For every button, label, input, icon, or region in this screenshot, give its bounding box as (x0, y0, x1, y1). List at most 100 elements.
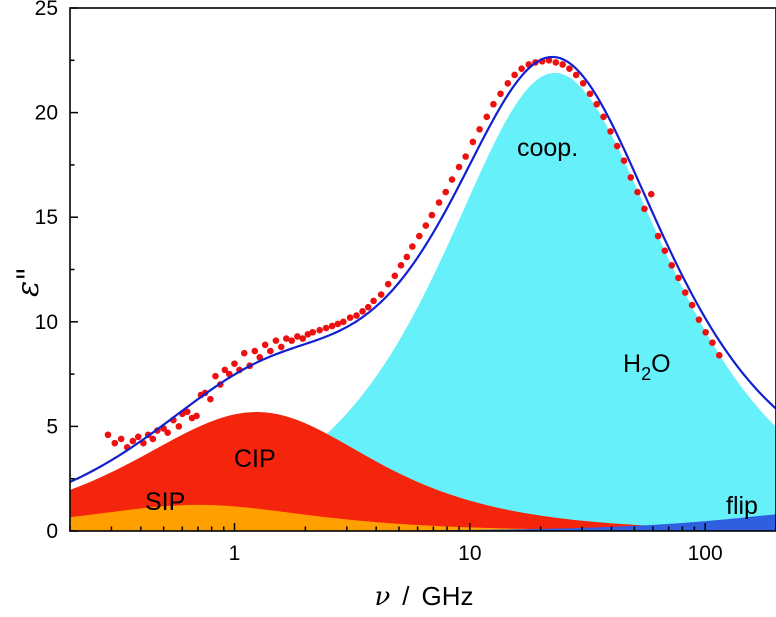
cip-area (70, 412, 776, 531)
data-point (212, 372, 219, 380)
data-point (416, 232, 423, 240)
h2o-label-o: O (651, 350, 670, 378)
data-point (681, 289, 689, 296)
data-point (282, 335, 290, 342)
data-point (661, 247, 669, 254)
data-point (397, 262, 405, 269)
data-point (593, 100, 600, 108)
data-points (104, 57, 723, 451)
data-point (129, 437, 137, 445)
data-point (277, 343, 285, 351)
data-point (117, 435, 125, 443)
data-point (164, 429, 171, 436)
data-point (586, 90, 594, 98)
data-point (353, 312, 360, 319)
data-point (709, 339, 716, 347)
data-point (428, 211, 436, 219)
x-axis-label: ν / GHz (374, 581, 473, 612)
data-point (442, 188, 450, 196)
data-point (552, 59, 560, 66)
data-point (579, 80, 587, 87)
x-tick-label: 100 (688, 542, 723, 565)
data-point (134, 433, 142, 441)
sip-area (70, 504, 776, 531)
data-point (654, 232, 662, 240)
h2o-label-sub: 2 (641, 364, 651, 384)
data-point (675, 274, 682, 282)
h2o-label-h: H (623, 350, 641, 378)
flip-label: flip (726, 492, 758, 520)
data-point (175, 423, 183, 430)
y-tick-label: 0 (46, 520, 58, 543)
x-axis-sep: / (402, 581, 410, 611)
data-point (613, 142, 621, 150)
data-point (364, 303, 372, 311)
data-point (391, 272, 399, 280)
data-point (288, 337, 295, 344)
data-point (359, 308, 366, 315)
data-point (104, 431, 112, 439)
x-axis-symbol: ν (374, 582, 390, 612)
data-point (346, 314, 354, 321)
data-point (294, 333, 301, 340)
data-point (518, 65, 525, 72)
data-point (490, 100, 497, 108)
data-point (511, 71, 518, 79)
y-tick-label: 10 (35, 311, 58, 334)
data-point (435, 199, 443, 206)
data-point (207, 395, 214, 403)
x-axis-ticks: 1 10 100 (69, 523, 776, 565)
data-point (497, 90, 504, 98)
data-point (455, 163, 463, 171)
sip-label: SIP (145, 488, 185, 516)
data-point (256, 354, 264, 361)
data-point (566, 65, 573, 72)
data-point (221, 366, 229, 374)
data-point (462, 153, 469, 160)
data-point (231, 360, 238, 367)
data-point (267, 347, 274, 355)
fit-curve (70, 55, 776, 483)
y-axis-ticks: 0 5 10 15 20 25 (35, 0, 78, 543)
data-point (251, 347, 259, 355)
x-tick-label: 10 (458, 542, 481, 565)
data-point (545, 57, 553, 64)
data-point (384, 280, 392, 288)
data-point (409, 243, 416, 250)
data-point (183, 408, 191, 416)
data-point (627, 174, 635, 181)
cip-label: CIP (234, 445, 276, 473)
data-point (328, 322, 336, 330)
y-axis-label: ε" (11, 267, 46, 297)
data-point (695, 316, 703, 324)
data-point (240, 349, 248, 357)
data-point (476, 126, 483, 133)
data-point (370, 297, 377, 305)
data-point (668, 262, 676, 269)
h2o-label: H2O (623, 350, 671, 384)
data-point (377, 291, 385, 298)
x-axis-unit: GHz (422, 581, 474, 611)
coop-label: coop. (517, 134, 578, 162)
data-point (620, 157, 628, 165)
data-point (702, 328, 709, 336)
data-point (607, 128, 614, 135)
coop-area (70, 72, 776, 531)
data-point (403, 253, 411, 261)
data-point (316, 326, 323, 334)
data-point (572, 71, 580, 79)
plot-area (70, 55, 776, 531)
data-point (688, 301, 696, 309)
data-point (504, 80, 512, 87)
data-point (340, 318, 347, 326)
data-point (559, 61, 566, 68)
data-point (448, 176, 456, 183)
data-point (261, 341, 269, 349)
y-tick-label: 5 (46, 415, 58, 438)
data-point (272, 337, 280, 344)
y-tick-label: 20 (35, 102, 58, 125)
data-point (309, 328, 317, 336)
data-point (647, 190, 655, 198)
data-point (715, 351, 723, 359)
